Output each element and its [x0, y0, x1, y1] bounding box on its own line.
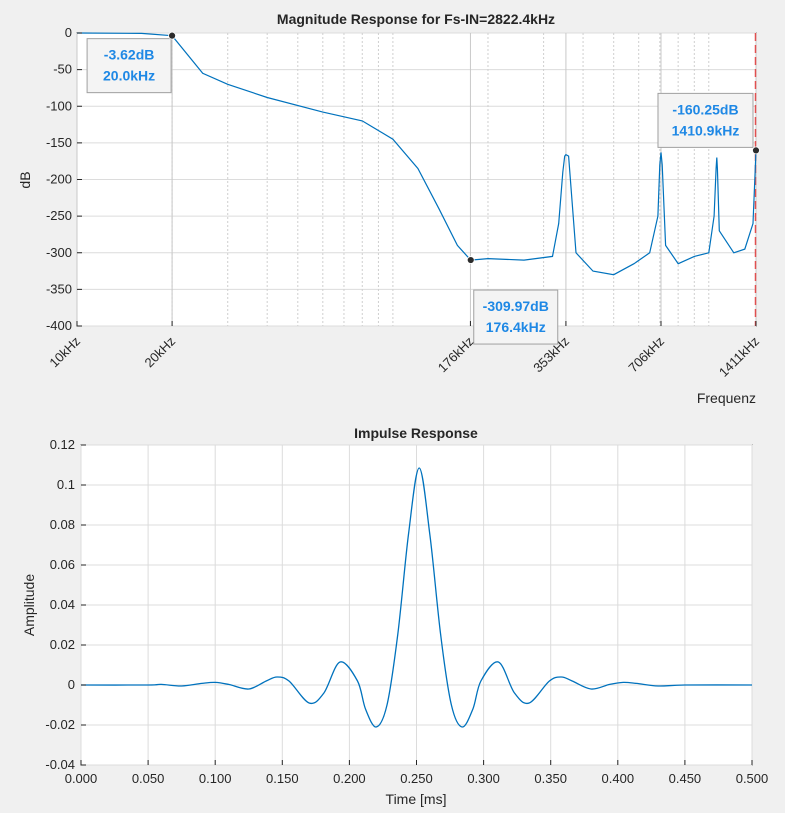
magnitude-ytick-label: -300	[46, 245, 72, 260]
impulse-curve	[80, 467, 753, 728]
magnitude-xlabel: Frequenz	[697, 390, 756, 406]
datatip[interactable]: -3.62dB 20.0kHz	[86, 31, 176, 94]
impulse-xtick-label: 0.100	[199, 771, 232, 786]
magnitude-datatips[interactable]: -3.62dB 20.0kHz -309.97dB 176.4kHz -160.25dB…	[86, 31, 760, 345]
datatip[interactable]: -309.97dB 176.4kHz	[466, 256, 559, 345]
impulse-xtick-label: 0.150	[266, 771, 299, 786]
magnitude-ylabel: dB	[17, 171, 33, 188]
impulse-ytick-label: -0.02	[45, 717, 75, 732]
impulse-xlabel: Time [ms]	[386, 791, 447, 807]
magnitude-xtick-label: 706kHz	[625, 334, 667, 376]
impulse-xtick-label: 0.050	[132, 771, 165, 786]
datatip-point[interactable]	[466, 256, 475, 264]
magnitude-curve	[76, 32, 757, 276]
datatip-point[interactable]	[752, 146, 760, 155]
magnitude-title: Magnitude Response for Fs-IN=2822.4kHz	[277, 11, 555, 27]
impulse-xtick-label: 0.400	[602, 771, 635, 786]
magnitude-grid	[76, 32, 757, 327]
impulse-ytick-label: 0.02	[50, 637, 75, 652]
datatip-frequency: 20.0kHz	[103, 68, 155, 84]
impulse-ytick-label: 0	[68, 677, 75, 692]
magnitude-xtick-label: 20kHz	[142, 334, 179, 371]
magnitude-ytick-label: -350	[46, 281, 72, 296]
datatip-box	[657, 92, 754, 148]
impulse-series-line	[80, 467, 753, 728]
datatip-box	[473, 289, 559, 345]
impulse-ytick-label: 0.1	[57, 477, 75, 492]
magnitude-ytick-label: -100	[46, 98, 72, 113]
datatip-value: -309.97dB	[483, 298, 549, 314]
magnitude-ytick-label: -150	[46, 135, 72, 150]
datatip-frequency: 176.4kHz	[486, 319, 546, 335]
impulse-grid	[80, 444, 753, 766]
impulse-xtick-label: 0.500	[736, 771, 769, 786]
magnitude-ytick-label: -200	[46, 172, 72, 187]
impulse-ytick-label: 0.04	[50, 597, 75, 612]
impulse-ylabel: Amplitude	[21, 574, 37, 636]
impulse-xtick-label: 0.350	[534, 771, 567, 786]
impulse-ticks: -0.04 -0.02 0 0.02 0.04 0.06 0.08 0.1 0.12 0.000 0…	[45, 437, 768, 786]
datatip-point[interactable]	[168, 31, 176, 40]
impulse-xtick-label: 0.000	[65, 771, 98, 786]
impulse-xtick-label: 0.250	[400, 771, 433, 786]
magnitude-ytick-label: -50	[53, 62, 72, 77]
impulse-ytick-label: 0.12	[50, 437, 75, 452]
magnitude-ytick-label: 0	[65, 25, 72, 40]
impulse-title: Impulse Response	[354, 425, 478, 441]
magnitude-ytick-label: -400	[46, 318, 72, 333]
magnitude-xtick-label: 1411kHz	[716, 334, 762, 380]
datatip-value: -3.62dB	[104, 47, 155, 63]
impulse-xtick-label: 0.300	[467, 771, 500, 786]
impulse-xtick-label: 0.450	[669, 771, 702, 786]
impulse-xtick-label: 0.200	[333, 771, 366, 786]
datatip-value: -160.25dB	[672, 101, 738, 117]
datatip-frequency: 1410.9kHz	[672, 122, 740, 138]
impulse-ytick-label: 0.06	[50, 557, 75, 572]
magnitude-series-line	[76, 32, 757, 276]
datatip-box	[86, 38, 172, 94]
magnitude-xtick-label: 176kHz	[435, 334, 477, 376]
impulse-ytick-label: -0.04	[45, 757, 75, 772]
magnitude-xtick-label: 10kHz	[46, 334, 83, 371]
datatip[interactable]: -160.25dB 1410.9kHz	[657, 92, 760, 155]
impulse-ytick-label: 0.08	[50, 517, 75, 532]
magnitude-ytick-label: -250	[46, 208, 72, 223]
